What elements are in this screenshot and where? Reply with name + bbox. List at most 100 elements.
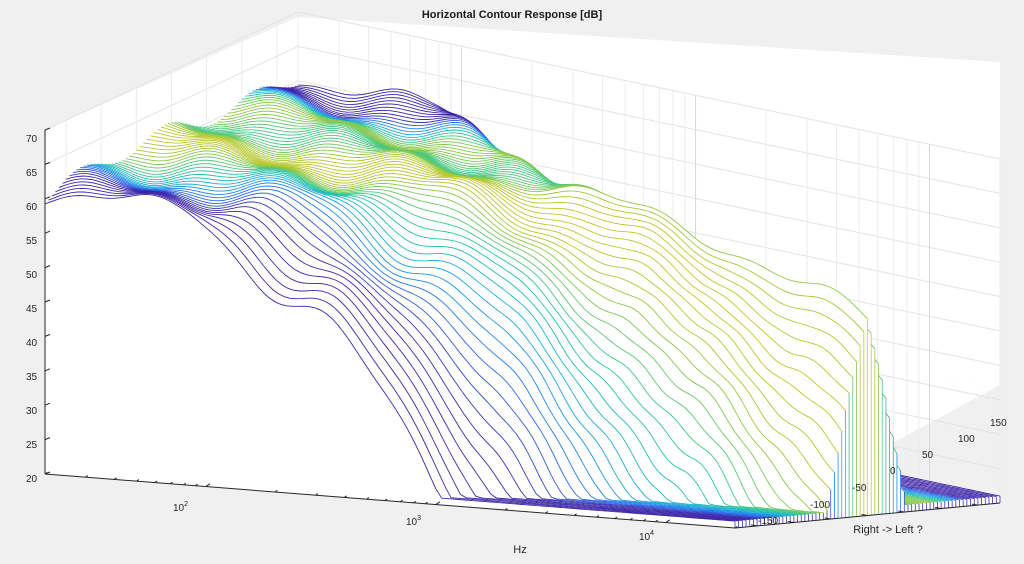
series-curve bbox=[146, 138, 843, 432]
series-curve bbox=[80, 167, 772, 519]
series-curve bbox=[76, 168, 769, 519]
y-axis-label: Right -> Left ? bbox=[853, 524, 922, 536]
x-tick bbox=[573, 513, 577, 516]
y-tick-label: 150 bbox=[990, 418, 1007, 429]
x-tick bbox=[154, 480, 158, 484]
x-tick bbox=[194, 483, 198, 487]
series-curve bbox=[97, 163, 791, 517]
series-curve bbox=[94, 163, 787, 517]
x-tick-labels: 102 103 104 bbox=[173, 501, 654, 543]
series-curve bbox=[48, 191, 739, 522]
series-curve bbox=[73, 170, 765, 519]
x-tick bbox=[596, 515, 600, 518]
chart-title: Horizontal Contour Response [dB] bbox=[422, 9, 603, 21]
series-curve bbox=[122, 156, 817, 514]
z-tick bbox=[44, 402, 51, 406]
series-curve bbox=[129, 150, 824, 514]
series-curve bbox=[125, 153, 820, 514]
x-tick bbox=[734, 525, 738, 529]
z-tick bbox=[44, 230, 51, 234]
x-tick bbox=[545, 511, 549, 514]
x-tick bbox=[435, 501, 441, 505]
series-curve bbox=[58, 181, 750, 521]
x-tick bbox=[643, 518, 647, 522]
z-tick-label: 25 bbox=[26, 440, 38, 451]
series-curves bbox=[44, 84, 1001, 528]
series-curve bbox=[136, 145, 832, 491]
series-curve bbox=[115, 162, 809, 515]
series-curve bbox=[65, 175, 758, 520]
series-curve-mask bbox=[45, 194, 735, 528]
z-tick-labels: 70 65 60 55 50 45 40 35 30 25 20 bbox=[26, 134, 38, 485]
grid-line bbox=[297, 45, 1001, 194]
z-tick bbox=[44, 471, 51, 475]
y-tick bbox=[935, 507, 942, 510]
series-curve bbox=[118, 159, 813, 515]
x-tick bbox=[205, 483, 211, 487]
x-tick bbox=[384, 498, 388, 502]
z-tick bbox=[44, 333, 51, 337]
x-axis-line bbox=[44, 473, 736, 529]
z-tick bbox=[44, 161, 51, 165]
z-tick bbox=[44, 265, 51, 269]
z-tick bbox=[44, 196, 51, 200]
series-curve bbox=[111, 163, 805, 515]
x-tick bbox=[183, 482, 187, 486]
series-curve bbox=[44, 194, 736, 522]
x-tick bbox=[654, 519, 658, 523]
x-tick bbox=[504, 507, 508, 511]
z-tick bbox=[44, 127, 51, 131]
series-curve bbox=[157, 129, 854, 378]
y-tick-label: -150 bbox=[758, 516, 778, 527]
z-tick-label: 60 bbox=[26, 202, 38, 213]
x-tick bbox=[399, 499, 403, 503]
series-curve bbox=[167, 122, 865, 332]
x-tick-label: 102 bbox=[173, 501, 188, 514]
y-tick bbox=[861, 514, 868, 516]
series-curve bbox=[160, 126, 857, 362]
x-tick bbox=[343, 495, 347, 498]
x-tick bbox=[424, 501, 428, 505]
x-tick bbox=[614, 516, 618, 520]
x-tick-label: 103 bbox=[406, 515, 421, 528]
z-tick-label: 50 bbox=[26, 270, 38, 281]
y-tick bbox=[898, 510, 905, 513]
axes bbox=[44, 127, 1001, 529]
z-tick-label: 45 bbox=[26, 304, 38, 315]
series-curve bbox=[171, 121, 868, 320]
y-tick-label: -50 bbox=[852, 483, 867, 494]
z-tick-label: 35 bbox=[26, 372, 38, 383]
z-tick-label: 30 bbox=[26, 406, 38, 417]
z-tick bbox=[44, 437, 51, 441]
x-tick bbox=[85, 475, 89, 478]
grid-line bbox=[297, 11, 1001, 160]
x-tick bbox=[274, 489, 278, 493]
z-tick-label: 20 bbox=[26, 474, 38, 485]
y-tick bbox=[971, 503, 978, 506]
series-curve bbox=[90, 163, 783, 518]
x-tick bbox=[665, 519, 671, 523]
y-tick-label: 0 bbox=[890, 466, 896, 477]
series-curve bbox=[101, 163, 794, 517]
z-tick bbox=[44, 368, 51, 372]
series-curve bbox=[62, 178, 754, 520]
y-tick bbox=[824, 517, 831, 520]
x-tick bbox=[315, 493, 319, 496]
z-tick-label: 70 bbox=[26, 134, 38, 145]
x-tick bbox=[136, 479, 140, 482]
x-tick bbox=[113, 477, 117, 480]
y-tick-label: -100 bbox=[810, 500, 830, 511]
series-curve bbox=[132, 147, 828, 511]
series-curve bbox=[164, 124, 861, 346]
x-tick bbox=[413, 500, 417, 504]
series-curve bbox=[143, 141, 839, 454]
series-curve bbox=[150, 135, 846, 411]
series-curve bbox=[108, 163, 802, 516]
x-tick-label: 104 bbox=[639, 530, 654, 543]
x-tick bbox=[629, 517, 633, 521]
series-curve bbox=[153, 132, 850, 394]
series-curve bbox=[104, 163, 798, 516]
y-tick-labels: -150 -100 -50 0 50 100 150 bbox=[758, 418, 1007, 527]
